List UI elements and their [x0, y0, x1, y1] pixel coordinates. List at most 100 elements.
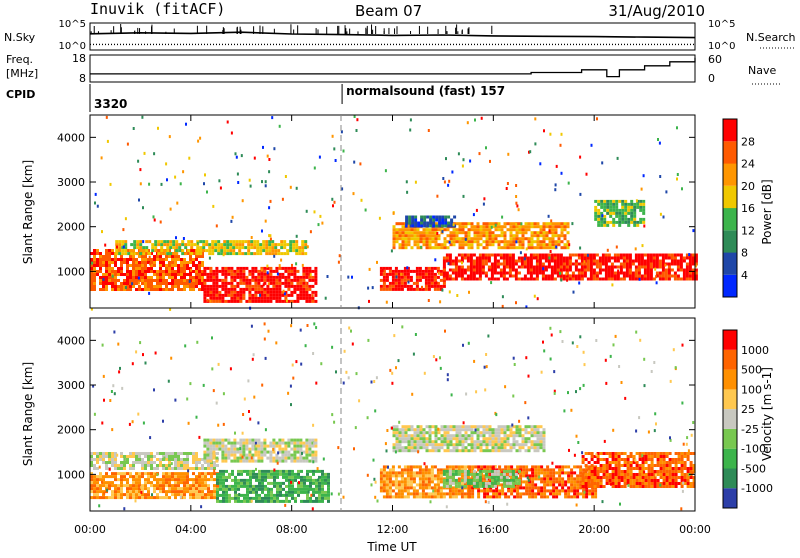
heatmap-cell — [506, 266, 509, 269]
heatmap-cell — [162, 467, 165, 470]
heatmap-scatter-cell — [526, 247, 528, 250]
heatmap-cell — [404, 471, 407, 474]
heatmap-cell — [564, 234, 567, 237]
heatmap-cell — [576, 474, 579, 477]
heatmap-cell — [219, 482, 222, 485]
heatmap-cell — [135, 490, 138, 493]
heatmap-cell — [246, 491, 249, 494]
heatmap-cell — [267, 482, 270, 485]
heatmap-cell — [314, 457, 317, 460]
heatmap-cell — [203, 291, 206, 294]
heatmap-cell — [209, 273, 212, 276]
heatmap-cell — [486, 234, 489, 237]
heatmap-cell — [423, 437, 426, 440]
heatmap-cell — [560, 275, 563, 278]
heatmap-scatter-cell — [123, 245, 125, 248]
heatmap-cell — [165, 458, 168, 461]
heatmap-cell — [177, 481, 180, 484]
heatmap-cell — [510, 434, 513, 437]
heatmap-cell — [498, 425, 501, 428]
heatmap-cell — [321, 491, 324, 494]
heatmap-cell — [527, 266, 530, 269]
heatmap-cell — [407, 288, 410, 291]
heatmap-cell — [471, 446, 474, 449]
heatmap-cell — [177, 285, 180, 288]
heatmap-scatter-cell — [235, 152, 237, 155]
heatmap-cell — [396, 428, 399, 431]
heatmap-cell — [308, 300, 311, 303]
heatmap-cell — [665, 275, 668, 278]
heatmap-cell — [455, 489, 458, 492]
nave-tick-top: 60 — [708, 53, 722, 66]
heatmap-cell — [389, 474, 392, 477]
heatmap-cell — [299, 276, 302, 279]
heatmap-cell — [195, 464, 198, 467]
heatmap-cell — [522, 443, 525, 446]
heatmap-cell — [450, 219, 453, 222]
heatmap-cell — [426, 440, 429, 443]
heatmap-cell — [183, 458, 186, 461]
heatmap-cell — [462, 222, 465, 225]
heatmap-scatter-cell — [555, 246, 557, 249]
heatmap-scatter-cell — [103, 278, 105, 281]
heatmap-cell — [549, 240, 552, 243]
heatmap-cell — [249, 497, 252, 500]
heatmap-cell — [303, 491, 306, 494]
heatmap-cell — [504, 434, 507, 437]
heatmap-cell — [257, 445, 260, 448]
nave-tick-bottom: 0 — [708, 72, 715, 85]
heatmap-cell — [650, 260, 653, 263]
heatmap-cell — [599, 263, 602, 266]
heatmap-cell — [183, 481, 186, 484]
heatmap-cell — [636, 206, 639, 209]
heatmap-scatter-cell — [335, 159, 337, 162]
heatmap-cell — [443, 269, 446, 272]
heatmap-cell — [476, 257, 479, 260]
heatmap-cell — [117, 484, 120, 487]
heatmap-cell — [212, 294, 215, 297]
heatmap-cell — [281, 448, 284, 451]
heatmap-cell — [416, 273, 419, 276]
heatmap-cell — [273, 479, 276, 482]
heatmap-cell — [521, 266, 524, 269]
heatmap-cell — [419, 267, 422, 270]
heatmap-cell — [452, 495, 455, 498]
heatmap-scatter-cell — [483, 203, 485, 206]
heatmap-cell — [402, 440, 405, 443]
heatmap-scatter-cell — [154, 219, 156, 222]
heatmap-cell — [303, 500, 306, 503]
heatmap-cell — [494, 260, 497, 263]
heatmap-cell — [177, 455, 180, 458]
heatmap-cell — [229, 243, 232, 246]
heatmap-cell — [231, 497, 234, 500]
heatmap-cell — [434, 465, 437, 468]
heatmap-cell — [452, 272, 455, 275]
heatmap-cell — [422, 477, 425, 480]
heatmap-scatter-cell — [94, 202, 96, 205]
heatmap-cell — [531, 471, 534, 474]
heatmap-cell — [309, 485, 312, 488]
heatmap-cell — [549, 468, 552, 471]
heatmap-cell — [290, 273, 293, 276]
heatmap-cell — [465, 234, 468, 237]
heatmap-cell — [189, 288, 192, 291]
heatmap-cell — [327, 500, 330, 503]
heatmap-cell — [605, 269, 608, 272]
heatmap-cell — [555, 240, 558, 243]
heatmap-cell — [405, 231, 408, 234]
heatmap-cell — [402, 428, 405, 431]
heatmap-scatter-cell — [561, 133, 563, 136]
heatmap-cell — [168, 490, 171, 493]
heatmap-scatter-cell — [410, 118, 412, 121]
heatmap-cell — [429, 440, 432, 443]
heatmap-cell — [621, 215, 624, 218]
heatmap-cell — [201, 261, 204, 264]
heatmap-cell — [534, 225, 537, 228]
heatmap-scatter-cell — [616, 246, 618, 249]
heatmap-cell — [383, 474, 386, 477]
heatmap-cell — [662, 257, 665, 260]
heatmap-cell — [399, 237, 402, 240]
heatmap-cell — [567, 495, 570, 498]
heatmap-cell — [171, 475, 174, 478]
heatmap-cell — [540, 431, 543, 434]
